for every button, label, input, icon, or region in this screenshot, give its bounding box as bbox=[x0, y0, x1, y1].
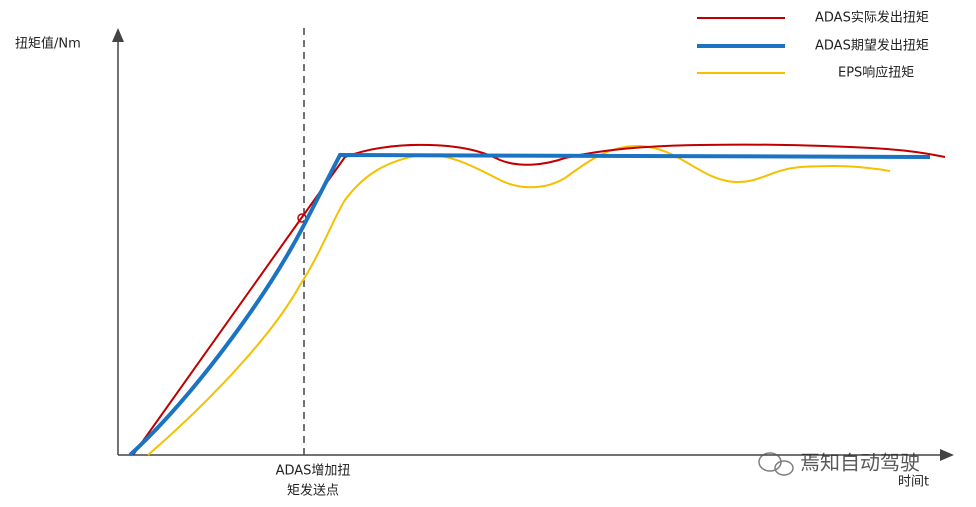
y-axis-arrow bbox=[112, 28, 124, 42]
y-axis-label: 扭矩值/Nm bbox=[15, 36, 81, 52]
watermark-text: 焉知自动驾驶 bbox=[800, 451, 920, 475]
eps-response-curve bbox=[147, 144, 891, 456]
x-axis-arrow bbox=[940, 449, 954, 461]
legend-label: ADAS实际发出扭矩 bbox=[815, 10, 929, 26]
legend-label: EPS响应扭矩 bbox=[838, 65, 914, 81]
adas-actual-curve bbox=[132, 143, 946, 456]
annotation: 矩发送点 bbox=[287, 483, 339, 499]
adas-expected-curve bbox=[128, 152, 931, 457]
watermark-icon bbox=[774, 460, 794, 476]
x-axis-label: 时间t bbox=[898, 475, 929, 490]
watermark: 焉知自动驾驶 bbox=[758, 451, 920, 476]
annotation: ADAS增加扭 bbox=[276, 464, 351, 479]
legend-label: ADAS期望发出扭矩 bbox=[815, 38, 929, 54]
